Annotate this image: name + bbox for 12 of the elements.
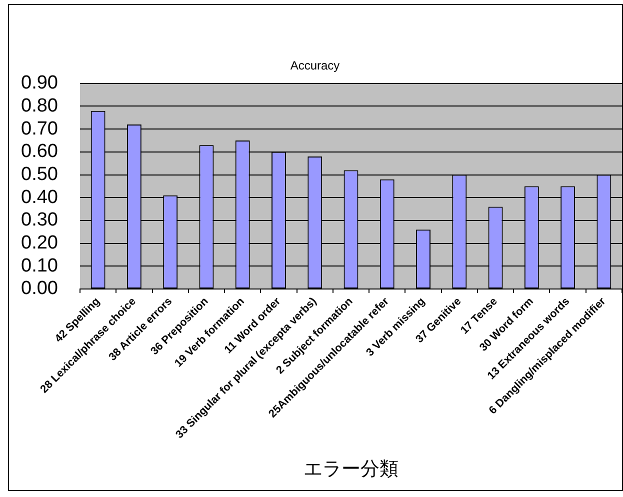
y-tick-label: 0.10 bbox=[21, 255, 58, 276]
x-axis-title: エラー分類 bbox=[304, 458, 398, 480]
y-tick-label: 0.70 bbox=[21, 118, 58, 140]
y-tick-label: 0.60 bbox=[21, 141, 58, 162]
y-tick-label: 0.90 bbox=[21, 72, 58, 94]
y-tick-label: 0.00 bbox=[21, 278, 58, 300]
y-tick-label: 0.20 bbox=[21, 232, 58, 254]
y-tick-label: 0.40 bbox=[21, 186, 58, 208]
chart-title: Accuracy bbox=[290, 58, 340, 73]
y-tick-label: 0.30 bbox=[21, 210, 58, 231]
y-tick-label: 0.50 bbox=[21, 164, 58, 186]
y-tick-label: 0.80 bbox=[21, 95, 58, 116]
